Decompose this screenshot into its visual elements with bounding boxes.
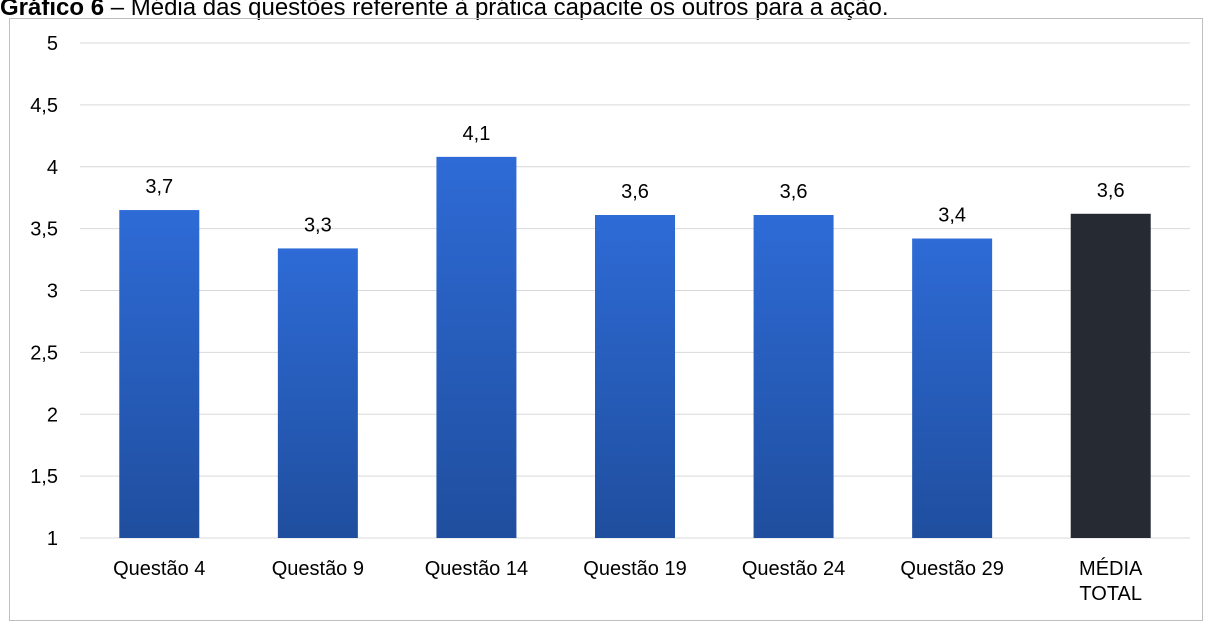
category-label: MÉDIA TOTAL: [1079, 557, 1143, 605]
y-tick-label: 4: [47, 157, 58, 179]
chart-title: Gráfico 6 – Média das questões referente…: [0, 0, 1205, 23]
y-tick-label: 4,5: [30, 95, 58, 117]
bar: [753, 215, 834, 538]
y-tick-label: 5: [47, 33, 58, 55]
bars: [119, 156, 1151, 539]
data-label: 3,3: [304, 214, 332, 236]
y-tick-label: 3,5: [30, 219, 58, 241]
chart-title-text: – Média das questões referente à prática…: [104, 0, 889, 21]
category-label: Questão 9: [272, 558, 364, 580]
chart-title-prefix: Gráfico 6: [0, 0, 105, 21]
data-label: 3,7: [145, 176, 173, 198]
data-label: 3,6: [1097, 180, 1125, 202]
y-tick-label: 2,5: [30, 342, 58, 364]
bar: [436, 156, 517, 538]
data-labels: 3,7 3,3 4,1 3,6 3,6 3,4 3,6: [145, 123, 1124, 237]
bar: [595, 215, 675, 538]
bar: [912, 238, 993, 538]
y-tick-label: 1: [47, 528, 58, 550]
y-axis-ticks: 1 1,5 2 2,5 3 3,5 4 4,5 5: [30, 33, 58, 550]
bar: [119, 210, 200, 538]
bar: [1070, 213, 1151, 538]
y-tick-label: 2: [47, 404, 58, 426]
category-label: Questão 19: [583, 558, 686, 580]
category-label: Questão 4: [113, 558, 205, 580]
data-label: 3,6: [780, 181, 808, 203]
category-label: Questão 24: [742, 558, 845, 580]
category-labels: Questão 4 Questão 9 Questão 14 Questão 19 Qu…: [113, 557, 1143, 605]
data-label: 3,6: [621, 181, 649, 203]
category-label: Questão 14: [425, 558, 528, 580]
chart-frame: [9, 18, 1203, 621]
data-label: 3,4: [938, 205, 966, 227]
y-tick-label: 1,5: [30, 466, 58, 488]
category-label: Questão 29: [900, 558, 1003, 580]
bar: [277, 248, 358, 539]
y-tick-label: 3: [47, 281, 58, 303]
data-label: 4,1: [463, 123, 491, 145]
